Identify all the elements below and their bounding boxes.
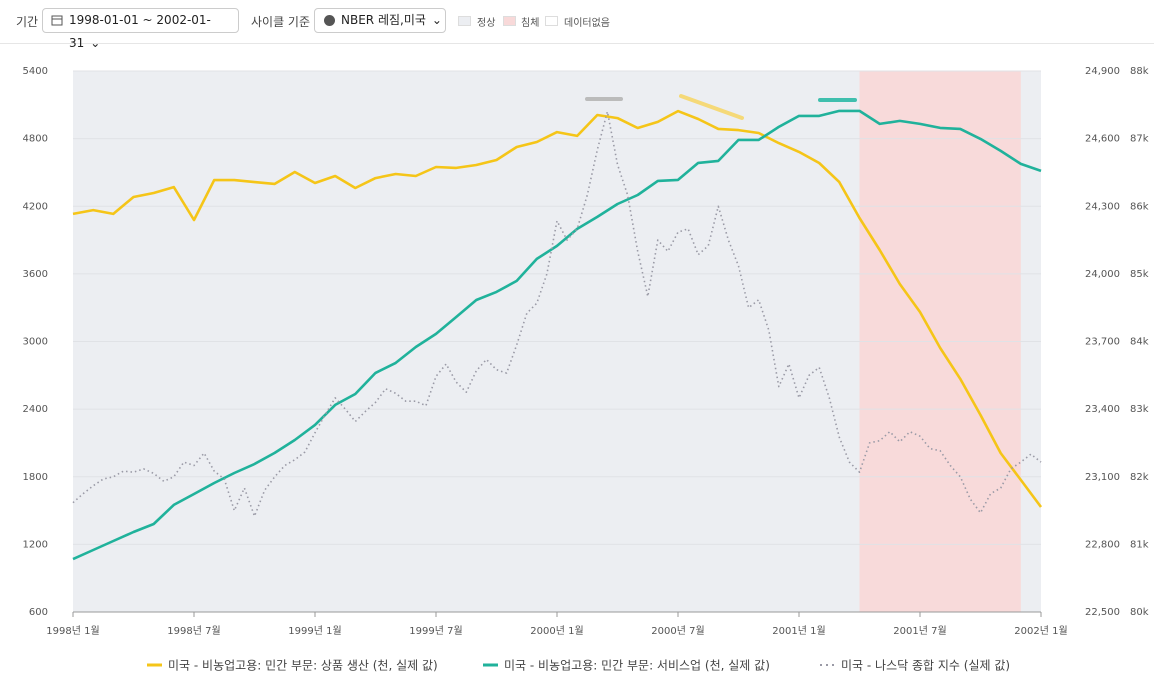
- y3-tick-label: 83k: [1130, 404, 1149, 415]
- x-tick-label: 2002년 1월: [1014, 625, 1067, 637]
- y2-tick-label: 23,100: [1085, 472, 1120, 483]
- y-tick-label: 3000: [23, 337, 48, 348]
- y2-tick-label: 23,400: [1085, 404, 1120, 415]
- series-line: [72, 109, 1043, 508]
- regime-label: 정상: [477, 18, 496, 29]
- legend-chip-nodata: [545, 16, 558, 26]
- chevron: ⌄: [431, 13, 442, 27]
- legend-chip-normal: [458, 16, 471, 26]
- x-tick-label: 2001년 1월: [772, 625, 825, 637]
- y-tick-label: 4800: [23, 134, 48, 145]
- regime-label: 침체: [521, 18, 540, 29]
- y2-tick-label: 24,300: [1085, 201, 1120, 212]
- y2-tick-label: 23,700: [1085, 337, 1120, 348]
- y-tick-label: 5400: [23, 66, 48, 77]
- legend-label: 미국 - 나스닥 종합 지수 (실제 값): [841, 659, 1010, 673]
- period-button[interactable]: 1998-01-01 ~ 2002-01-31 ⌄: [42, 8, 239, 50]
- y3-tick-label: 86k: [1130, 201, 1149, 212]
- y-tick-label: 2400: [23, 404, 48, 415]
- y-tick-label: 3600: [23, 269, 48, 280]
- chevron: ⌄: [90, 36, 101, 50]
- y-tick-label: 600: [29, 607, 48, 618]
- y2-tick-label: 22,500: [1085, 607, 1120, 618]
- y3-tick-label: 82k: [1130, 472, 1149, 483]
- series-line: [72, 109, 1042, 561]
- y2-tick-label: 22,800: [1085, 539, 1120, 550]
- y2-tick-label: 24,600: [1085, 134, 1120, 145]
- legend: 미국 - 비농업고용: 민간 부문: 상품 생산 (천, 실제 값) 미국 - 비…: [147, 658, 1010, 673]
- y3-tick-label: 88k: [1130, 66, 1149, 77]
- y3-tick-label: 85k: [1130, 269, 1149, 280]
- legend-label: 미국 - 비농업고용: 민간 부문: 상품 생산 (천, 실제 값): [168, 658, 438, 673]
- globe-icon: [324, 15, 335, 26]
- y3-tick-label: 80k: [1130, 607, 1149, 618]
- peak-marker: [679, 94, 744, 120]
- y2-tick-label: 24,000: [1085, 269, 1120, 280]
- period-label: 기간: [16, 15, 39, 29]
- legend-label: 미국 - 비농업고용: 민간 부문: 서비스업 (천, 실제 값): [504, 658, 770, 673]
- y3-tick-label: 81k: [1130, 539, 1149, 550]
- cycle-button[interactable]: NBER 레짐,미국 ⌄: [314, 8, 446, 33]
- legend-chip-recession: [503, 16, 516, 26]
- y-tick-label: 4200: [23, 201, 48, 212]
- regime-label: 데이터없음: [564, 18, 610, 29]
- y3-tick-label: 84k: [1130, 337, 1149, 348]
- x-tick-label: 1999년 1월: [288, 625, 341, 637]
- y3-tick-label: 87k: [1130, 134, 1149, 145]
- toolbar: 기간 1998-01-01 ~ 2002-01-31 ⌄ 사이클 기준 NBER …: [0, 0, 1154, 50]
- calendar-icon: [51, 15, 63, 26]
- y2-tick-label: 24,900: [1085, 66, 1120, 77]
- x-tick-label: 2000년 1월: [530, 625, 583, 637]
- chart: 600 1200 1800 2400 3000 3600 4200 4800 5400 22,50…: [23, 66, 1149, 673]
- cycle-value: NBER 레짐,미국: [341, 13, 426, 27]
- x-tick-label: 1999년 7월: [409, 625, 462, 637]
- y-tick-label: 1200: [23, 539, 48, 550]
- x-tick-label: 2001년 7월: [893, 625, 946, 637]
- cycle-label: 사이클 기준: [251, 15, 311, 29]
- x-tick-label: 2000년 7월: [651, 625, 704, 637]
- x-tick-label: 1998년 7월: [167, 625, 220, 637]
- x-tick-label: 1998년 1월: [46, 625, 99, 637]
- period-value: 1998-01-01 ~ 2002-01-31: [69, 13, 211, 50]
- y-tick-label: 1800: [23, 472, 48, 483]
